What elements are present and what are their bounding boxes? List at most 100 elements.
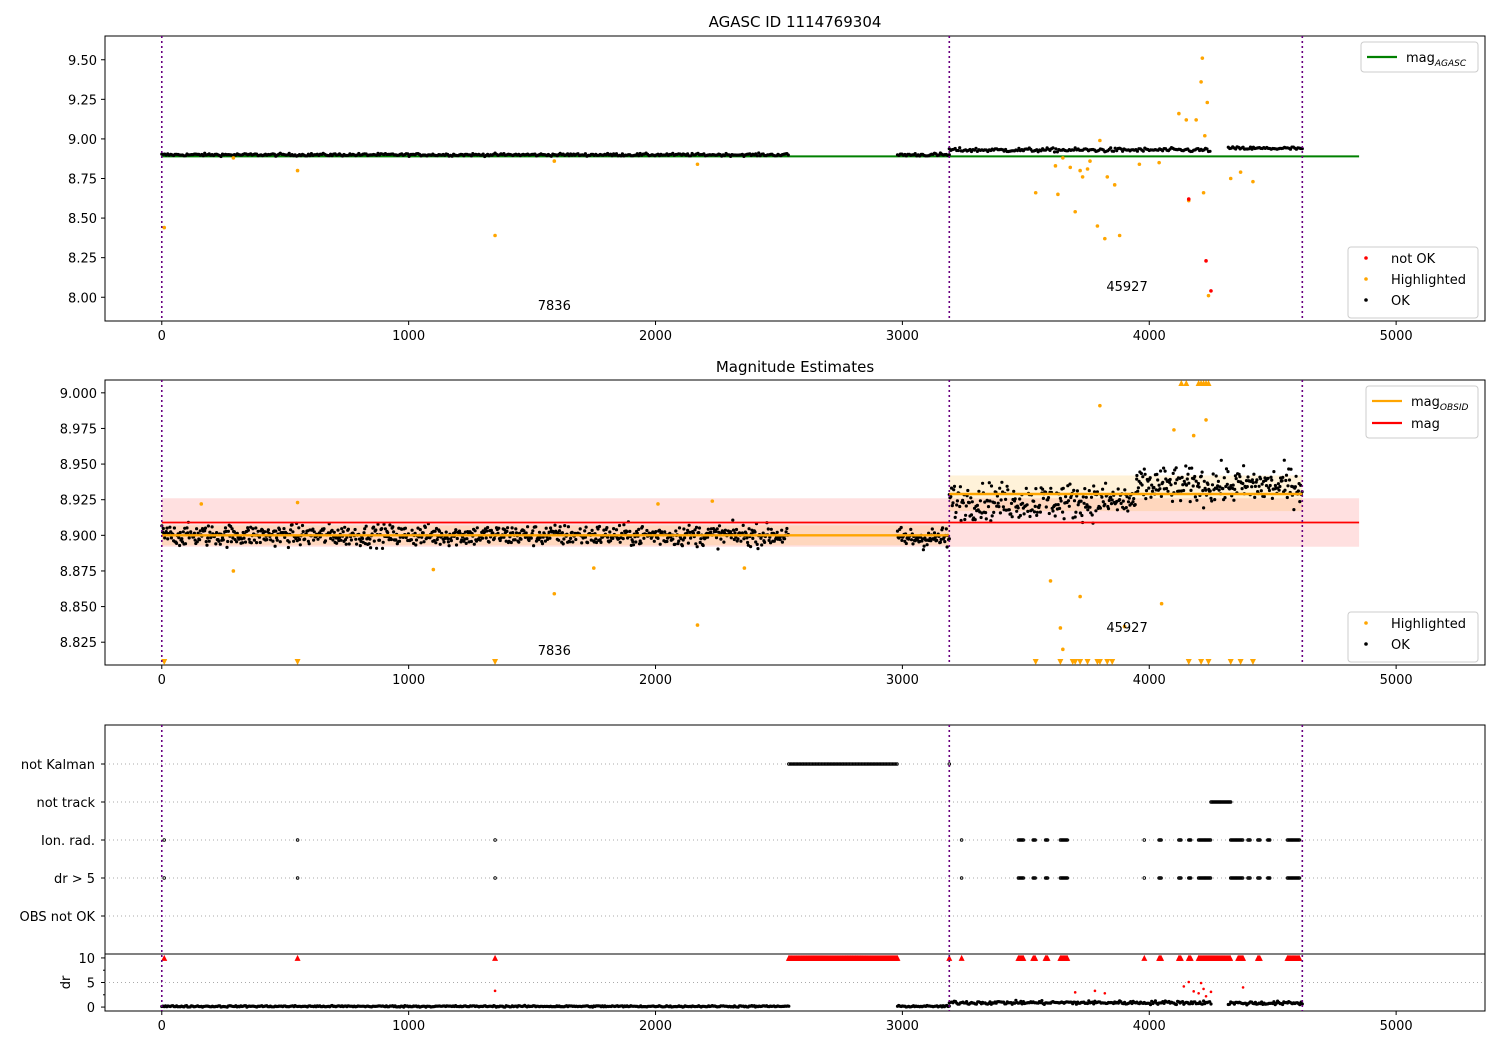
chart1-title: AGASC ID 1114769304 xyxy=(709,13,882,31)
chart2-ok-point xyxy=(1276,482,1280,486)
chart2-ok-point xyxy=(1021,501,1025,505)
chart2-ok-point xyxy=(277,527,282,532)
chart2-ok-point xyxy=(355,542,359,546)
chart2-ok-point xyxy=(679,537,683,541)
chart3-flag-point xyxy=(1065,876,1070,880)
chart3-dr-clipped-marker xyxy=(492,954,499,961)
chart2-ok-point xyxy=(246,526,250,530)
chart2-ok-point xyxy=(785,526,789,531)
chart1-ok-point xyxy=(786,153,790,157)
chart2-ok-point xyxy=(988,499,992,503)
chart2-ok-point xyxy=(291,530,295,534)
chart2-ok-point xyxy=(487,540,491,544)
chart1-highlighted-point xyxy=(1080,175,1085,179)
chart2-ok-point xyxy=(1253,495,1257,499)
chart2-ok-point xyxy=(992,510,996,514)
chart2-ok-point xyxy=(409,538,413,542)
chart2-ok-point xyxy=(269,538,273,542)
chart2-ok-point xyxy=(416,526,420,530)
chart2-ok-point xyxy=(1179,499,1183,503)
chart2-ok-point xyxy=(1074,510,1078,514)
chart1-legend-points-label: OK xyxy=(1391,294,1410,309)
chart3-flag-point xyxy=(162,838,166,842)
chart2-ok-point xyxy=(492,536,496,541)
chart2-ok-point xyxy=(558,525,562,529)
chart2-ok-point xyxy=(465,537,469,541)
chart2-ok-point xyxy=(1241,481,1245,486)
chart1-ok-point xyxy=(201,154,205,158)
chart2-ok-point xyxy=(1051,509,1055,513)
chart1-y-tick-label: 8.50 xyxy=(68,212,97,227)
chart2-ok-point xyxy=(1217,488,1221,492)
chart2-ok-point xyxy=(421,531,425,535)
chart3-flag-point xyxy=(1188,876,1193,880)
chart2-ok-point xyxy=(1086,508,1090,512)
chart2-ok-point xyxy=(1262,494,1266,499)
chart2-ok-point xyxy=(970,500,974,504)
chart2-ok-point xyxy=(732,537,736,542)
chart2-ok-point xyxy=(1159,494,1163,498)
chart2-ok-point xyxy=(1218,485,1222,489)
chart1-ok-point xyxy=(689,154,693,158)
chart2-ok-point xyxy=(255,541,259,545)
chart2-ok-point xyxy=(745,536,749,540)
chart2-ok-point xyxy=(1294,474,1298,478)
chart2-ok-point xyxy=(449,539,453,543)
chart2-ok-point xyxy=(1044,505,1048,509)
chart2-ok-point xyxy=(166,537,170,541)
chart2-ok-point xyxy=(422,540,426,544)
chart2-ok-point xyxy=(1182,488,1186,493)
chart2-ok-point xyxy=(561,542,565,546)
chart2-highlighted-point xyxy=(742,566,747,570)
chart2-ok-point xyxy=(1058,496,1062,500)
chart2-ok-point xyxy=(955,503,959,507)
chart2-ok-point xyxy=(1075,494,1079,498)
chart2-ok-point xyxy=(605,526,609,530)
chart2-highlighted-point xyxy=(1172,428,1176,432)
chart2-ok-point xyxy=(1035,513,1039,518)
chart2-ok-point xyxy=(943,540,947,544)
chart2-ok-point xyxy=(1286,484,1290,488)
chart1-x-tick-label: 0 xyxy=(158,329,166,344)
chart2-ok-point xyxy=(570,530,574,534)
chart2-ok-point xyxy=(612,527,616,531)
chart2-ok-point xyxy=(418,528,422,532)
chart2-ok-point xyxy=(759,536,763,540)
chart3-dr-clipped-marker xyxy=(1032,954,1039,961)
chart2-ok-point xyxy=(989,519,993,523)
chart2-ok-point xyxy=(457,529,462,533)
chart2-ok-point xyxy=(489,528,493,532)
chart3-dr-clipped-marker xyxy=(1177,954,1184,961)
chart2-ok-point xyxy=(223,526,228,530)
chart2-ok-point xyxy=(537,530,542,534)
chart2-ok-point xyxy=(977,489,981,493)
chart2-ok-point xyxy=(780,540,785,544)
chart2-ok-point xyxy=(316,537,320,541)
chart2-ok-point xyxy=(1058,506,1062,510)
chart2-ok-point xyxy=(278,540,282,544)
chart2-ok-point xyxy=(372,525,376,529)
chart2-ok-point xyxy=(1150,483,1154,487)
chart2-ok-point xyxy=(297,537,302,542)
chart3-flag-point xyxy=(493,838,497,842)
chart3-dr-ok-point xyxy=(988,1000,992,1004)
chart2-ok-point xyxy=(628,529,632,534)
chart2-ok-point xyxy=(503,528,507,532)
chart2-ok-point xyxy=(256,529,260,533)
chart2-highlighted-point xyxy=(1058,626,1063,630)
chart2-ok-point xyxy=(1075,489,1079,493)
chart2-ok-point xyxy=(177,536,181,540)
chart2-ok-point xyxy=(642,536,646,540)
chart2-ok-point xyxy=(1116,487,1120,491)
chart2-ok-point xyxy=(1188,500,1192,504)
chart2-ok-point xyxy=(1092,490,1097,494)
chart2-ok-point xyxy=(660,530,664,534)
chart2-ok-point xyxy=(1135,473,1139,478)
chart2-ok-point xyxy=(454,528,458,532)
chart2-ok-point xyxy=(221,538,225,542)
chart2-ok-point xyxy=(1126,509,1130,513)
chart2-ok-point xyxy=(563,524,567,528)
chart1-obs-label: 45927 xyxy=(1106,280,1147,295)
chart2-ok-point xyxy=(165,526,169,530)
chart2-ok-point xyxy=(1240,487,1244,491)
